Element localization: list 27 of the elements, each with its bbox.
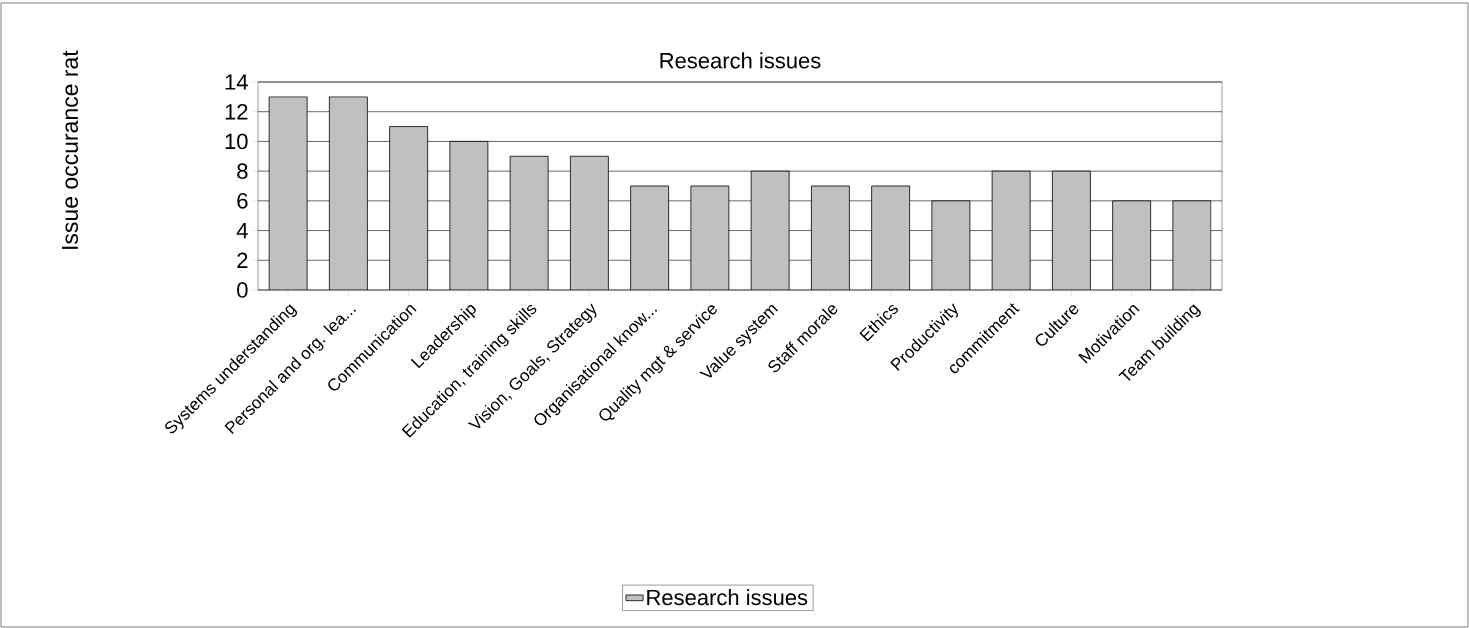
- y-axis-title: Issue occurance rat: [62, 50, 79, 249]
- chart-title: Research issues: [660, 52, 821, 69]
- bar: [510, 156, 549, 290]
- y-tick-label: 10: [225, 133, 248, 150]
- bar: [811, 185, 850, 290]
- bar: [570, 156, 609, 290]
- bar: [389, 126, 428, 290]
- bar: [329, 96, 368, 290]
- y-tick-label: 8: [237, 163, 248, 179]
- bar: [630, 185, 669, 290]
- bar: [690, 185, 729, 290]
- bar: [992, 171, 1031, 290]
- bar: [931, 200, 970, 290]
- legend-label: Research issues: [647, 589, 808, 606]
- y-tick-label: 2: [237, 252, 248, 268]
- bar: [751, 171, 790, 290]
- bar: [871, 185, 910, 290]
- bar: [449, 141, 488, 290]
- y-tick-label: 4: [236, 223, 248, 239]
- y-tick-label: 0: [237, 282, 248, 298]
- bar: [1172, 200, 1212, 290]
- y-tick-label: 14: [225, 74, 248, 90]
- bar: [1052, 171, 1091, 290]
- bar: [269, 96, 308, 290]
- y-tick-label: 6: [237, 193, 248, 209]
- bar: [1112, 200, 1151, 290]
- y-tick-label: 12: [225, 104, 248, 120]
